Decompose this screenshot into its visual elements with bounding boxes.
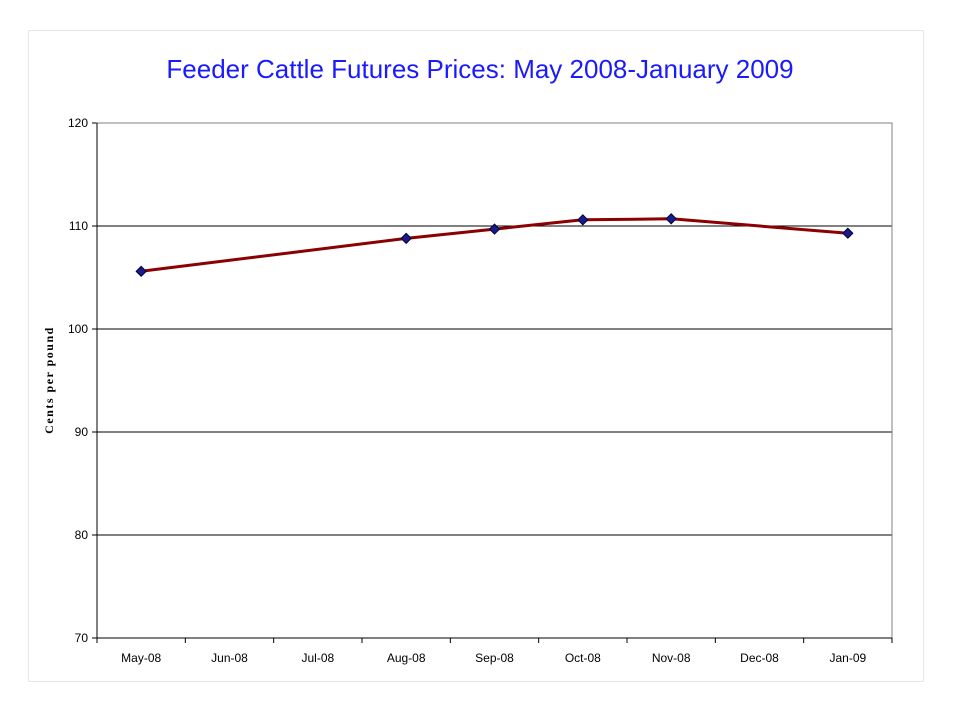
y-tick-label: 70	[75, 631, 89, 645]
series	[135, 213, 854, 278]
x-tick-label: Jul-08	[301, 651, 334, 665]
x-tick-label: May-08	[121, 651, 161, 665]
x-tick-label: Jan-09	[829, 651, 866, 665]
data-point-marker	[842, 227, 854, 239]
data-point-marker	[665, 213, 677, 225]
x-tick-label: Aug-08	[387, 651, 426, 665]
slide-frame	[28, 30, 924, 682]
plot-area-border	[96, 122, 893, 639]
x-tick-label: Sep-08	[475, 651, 514, 665]
y-tick-label: 80	[75, 528, 89, 542]
x-tick-label: Oct-08	[565, 651, 601, 665]
y-tick-label: 100	[68, 322, 88, 336]
data-point-marker	[400, 232, 412, 245]
y-axis-label: Cents per pound	[42, 326, 56, 434]
y-tick-label: 120	[68, 116, 88, 130]
x-tick-label: Jun-08	[211, 651, 248, 665]
x-tick-label: Dec-08	[740, 651, 779, 665]
y-tick-label: 110	[69, 219, 88, 233]
data-point-marker	[577, 214, 589, 226]
gridlines	[97, 122, 892, 536]
data-point-marker	[488, 223, 501, 235]
x-tick-label: Nov-08	[652, 651, 691, 665]
axes: 70 80 90 100 110 120 May-08 Jun-08 Jul-08 Aug-08 S…	[68, 116, 893, 665]
data-point-marker	[135, 265, 147, 278]
chart-title: Feeder Cattle Futures Prices: May 2008-J…	[166, 54, 794, 84]
y-tick-label: 90	[75, 425, 89, 439]
series-line	[141, 217, 848, 273]
